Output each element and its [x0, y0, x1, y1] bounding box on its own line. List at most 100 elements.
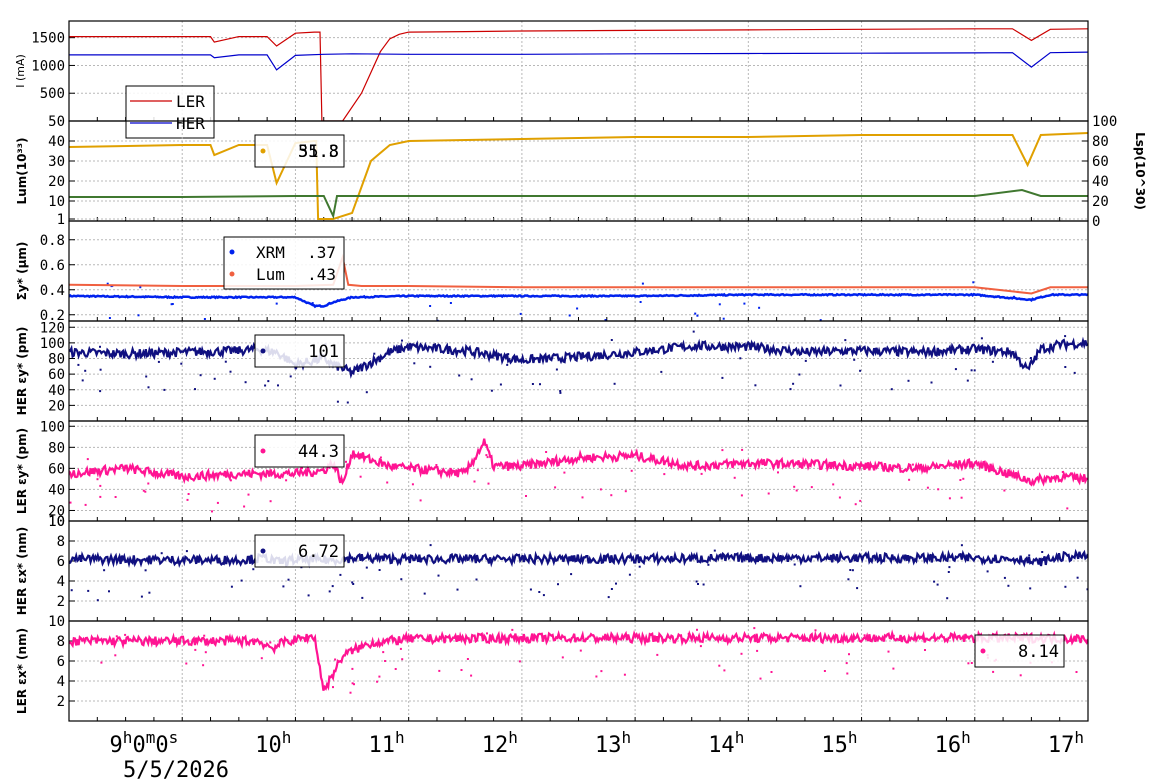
series-outlier-point: [87, 589, 90, 592]
y-axis-label: HER εx* (nm): [15, 527, 29, 616]
legend-swatch: [229, 271, 235, 277]
series-group: [69, 627, 1088, 694]
series-outlier-point: [554, 486, 557, 489]
series-outlier-point: [839, 384, 842, 387]
series-trace-hery: [69, 336, 1088, 379]
series-outlier-point: [69, 501, 72, 504]
series-outlier-point: [740, 652, 743, 655]
series-outlier-point: [702, 583, 705, 586]
series-outlier-point: [401, 658, 404, 661]
series-outlier-point: [137, 314, 140, 317]
series-outlier-point: [301, 467, 303, 470]
series-outlier-point: [1073, 371, 1076, 374]
panel-frame: [68, 520, 1089, 622]
series-outlier-point: [733, 476, 736, 479]
series-line-ler: [69, 28, 1088, 121]
y-axis-label-right: Lsp(10^30): [1133, 132, 1147, 210]
series-outlier-point: [847, 578, 850, 581]
y-axis-label: Σy* (μm): [15, 242, 29, 301]
y-tick-label: 0.8: [40, 233, 65, 249]
series-outlier-point: [108, 317, 111, 319]
series-outlier-point: [697, 583, 699, 585]
series-outlier-point: [351, 581, 354, 584]
series-outlier-point: [599, 488, 602, 491]
series-outlier-point: [739, 357, 742, 360]
series-outlier-point: [240, 579, 243, 582]
series-outlier-point: [264, 384, 267, 387]
y-tick-label: 20: [48, 503, 65, 519]
series-outlier-point: [741, 448, 744, 451]
series-outlier-point: [365, 391, 368, 394]
series-outlier-point: [115, 635, 118, 638]
series-outlier-point: [384, 660, 387, 662]
series-outlier-point: [473, 480, 476, 483]
readout-value: 44.3: [298, 442, 339, 462]
series-outlier-point: [99, 484, 102, 487]
series-outlier-point: [1029, 587, 1032, 590]
series-outlier-point: [615, 582, 617, 585]
series-outlier-point: [991, 360, 994, 363]
series-outlier-point: [99, 390, 102, 393]
x-tick-label: 16h: [935, 728, 971, 758]
series-outlier-point: [863, 634, 866, 637]
series-outlier-point: [359, 475, 362, 478]
series-outlier-point: [470, 674, 473, 677]
series-outlier-point: [180, 362, 183, 365]
series-outlier-point: [529, 588, 532, 591]
series-outlier-point: [1003, 576, 1006, 579]
y-axis-label: I (mA): [14, 54, 27, 88]
series-outlier-point: [699, 645, 702, 648]
panel-frame: [68, 220, 1089, 322]
series-outlier-point: [663, 473, 666, 476]
y-tick-label: 120: [40, 320, 65, 336]
series-outlier-point: [349, 691, 352, 694]
series-outlier-point: [758, 306, 761, 309]
series-outlier-point: [792, 382, 795, 385]
series-outlier-point: [499, 383, 502, 386]
series-outlier-point: [423, 592, 426, 595]
series-outlier-point: [84, 369, 87, 372]
legend-box: [125, 85, 215, 139]
series-outlier-point: [531, 383, 534, 385]
series-outlier-point: [339, 573, 342, 576]
y-tick-label: 6: [57, 654, 65, 670]
series-outlier-point: [84, 503, 87, 506]
series-line-lsp: [69, 188, 1088, 220]
series-outlier-point: [203, 634, 206, 637]
series-outlier-point: [135, 467, 138, 469]
series-outlier-point: [538, 591, 541, 593]
series-outlier-point: [247, 493, 250, 496]
series-outlier-point: [373, 352, 376, 355]
x-tick-label: 11h: [369, 728, 405, 758]
series-outlier-point: [230, 585, 233, 588]
series-outlier-point: [244, 381, 247, 384]
readout-box: [254, 334, 345, 368]
series-outlier-point: [832, 483, 835, 486]
series-outlier-point: [466, 658, 469, 660]
series-outlier-point: [401, 339, 403, 342]
series-outlier-point: [485, 454, 488, 457]
series-outlier-point: [946, 597, 949, 600]
series-outlier-point: [959, 479, 962, 481]
series-outlier-point: [486, 456, 489, 459]
series-outlier-point: [624, 490, 627, 493]
series-outlier-point: [960, 496, 963, 499]
y-tick-label-right: 0: [1092, 214, 1100, 230]
series-outlier-point: [163, 388, 166, 391]
series-outlier-point: [759, 677, 762, 680]
series-outlier-point: [307, 594, 310, 597]
series-outlier-point: [770, 671, 773, 673]
y-tick-label: 6: [57, 554, 65, 570]
series-outlier-point: [687, 632, 690, 635]
series-outlier-point: [1061, 471, 1064, 473]
series-outlier-point: [933, 580, 936, 583]
series-outlier-point: [224, 360, 227, 363]
series-outlier-point: [815, 323, 817, 325]
series-outlier-point: [351, 682, 354, 685]
panel-beamsize: 0.2 0.4 0.6 0.8 XRM .37 Lum .43: [40, 220, 1089, 325]
series-outlier-point: [328, 590, 331, 593]
series-outlier-point: [579, 649, 582, 652]
series-outlier-point: [694, 312, 697, 315]
series-outlier-point: [568, 314, 571, 317]
